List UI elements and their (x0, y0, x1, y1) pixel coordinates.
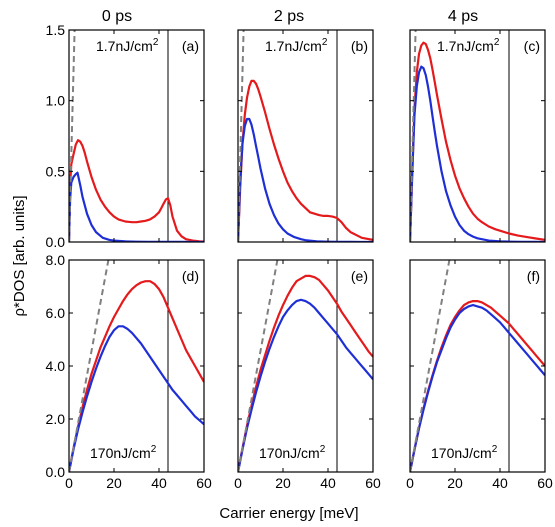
x-tick-label: 40 (151, 475, 167, 491)
series-line-blue (69, 325, 204, 472)
panel-a: 0.0 0.5 1.0 1.5 1.7nJ/cm2 (a) (46, 22, 205, 250)
series-line-dashed (69, 260, 110, 472)
y-tick-label: 4.0 (46, 358, 66, 374)
x-tick-label: 20 (447, 475, 463, 491)
panels: 0.00.51.01.51.7nJ/cm2 (a) 1.7nJ/cm2 (b) 1.7n… (46, 22, 553, 491)
y-tick-label: 2.0 (46, 411, 66, 427)
panel-d: 0 20 40 60 0.0 2.0 4.0 6.0 8.0 170nJ/cm2 (d) (46, 252, 212, 491)
series-line-blue (238, 117, 373, 242)
x-tick-label: 40 (320, 475, 336, 491)
x-tick-label: 0 (65, 475, 73, 491)
series-line-dashed (410, 260, 451, 472)
panel-frame (237, 29, 374, 243)
x-tick-label: 20 (106, 475, 122, 491)
y-tick-label: 0.0 (46, 464, 66, 480)
fluence-label: 170nJ/cm2 (90, 444, 157, 461)
fluence-label: 170nJ/cm2 (431, 444, 498, 461)
y-tick-label: 1.5 (46, 22, 66, 38)
panel-tag: (c) (524, 38, 540, 54)
x-tick-label: 60 (365, 475, 381, 491)
x-axis-title: Carrier energy [meV] (219, 505, 358, 522)
x-tick-label: 0 (234, 475, 242, 491)
series-line-red (69, 280, 204, 472)
column-title-2ps: 2 ps (274, 8, 304, 25)
panel-tag: (a) (182, 38, 199, 54)
panel-frame (409, 259, 546, 473)
y-tick-label: 8.0 (46, 252, 66, 268)
y-axis-title: ρ*DOS [arb. units] (11, 195, 28, 316)
panel-frame (68, 29, 205, 243)
series-line-dashed (238, 30, 245, 242)
series-line-dashed (69, 30, 76, 242)
panel-tag: (d) (182, 268, 199, 284)
y-tick-label: 0.0 (46, 234, 66, 250)
fluence-label: 1.7nJ/cm2 (265, 37, 328, 54)
fluence-label: 170nJ/cm2 (259, 444, 326, 461)
column-title-0ps: 0 ps (102, 8, 132, 25)
series-line-blue (410, 304, 545, 472)
series-line-dashed (238, 260, 279, 472)
panel-f: 0 20 40 60 170nJ/cm2 (f) (406, 259, 553, 491)
y-tick-label: 0.5 (46, 163, 66, 179)
series-line-red (238, 79, 373, 242)
series-line-red (238, 274, 373, 472)
series-line-dashed (410, 30, 417, 242)
column-title-4ps: 4 ps (448, 8, 478, 25)
panel-tag: (e) (351, 268, 368, 284)
y-tick-label: 1.0 (46, 93, 66, 109)
panel-e: 0 20 40 60 170nJ/cm2 (e) (234, 259, 381, 491)
panel-b: 1.7nJ/cm2 (b) (237, 29, 374, 243)
column-titles: 0 ps 2 ps 4 ps (102, 8, 478, 25)
series-line-blue (69, 171, 204, 242)
x-tick-label: 60 (196, 475, 212, 491)
y-tick-label: 6.0 (46, 305, 66, 321)
fluence-label: 1.7nJ/cm2 (437, 37, 500, 54)
x-tick-label: 40 (492, 475, 508, 491)
panel-frame (68, 259, 205, 473)
panel-tag: (b) (351, 38, 368, 54)
x-tick-label: 0 (406, 475, 414, 491)
series-line-red (410, 41, 545, 242)
fluence-label: 1.7nJ/cm2 (96, 37, 159, 54)
series-line-blue (238, 298, 373, 472)
panel-tag: (f) (527, 268, 540, 284)
panel-frame (237, 259, 374, 473)
panel-c: 1.7nJ/cm2 (c) (409, 29, 546, 243)
panel-frame (409, 29, 546, 243)
series-line-blue (410, 65, 545, 242)
x-tick-label: 20 (275, 475, 291, 491)
x-tick-label: 60 (537, 475, 553, 491)
series-line-red (69, 139, 204, 242)
